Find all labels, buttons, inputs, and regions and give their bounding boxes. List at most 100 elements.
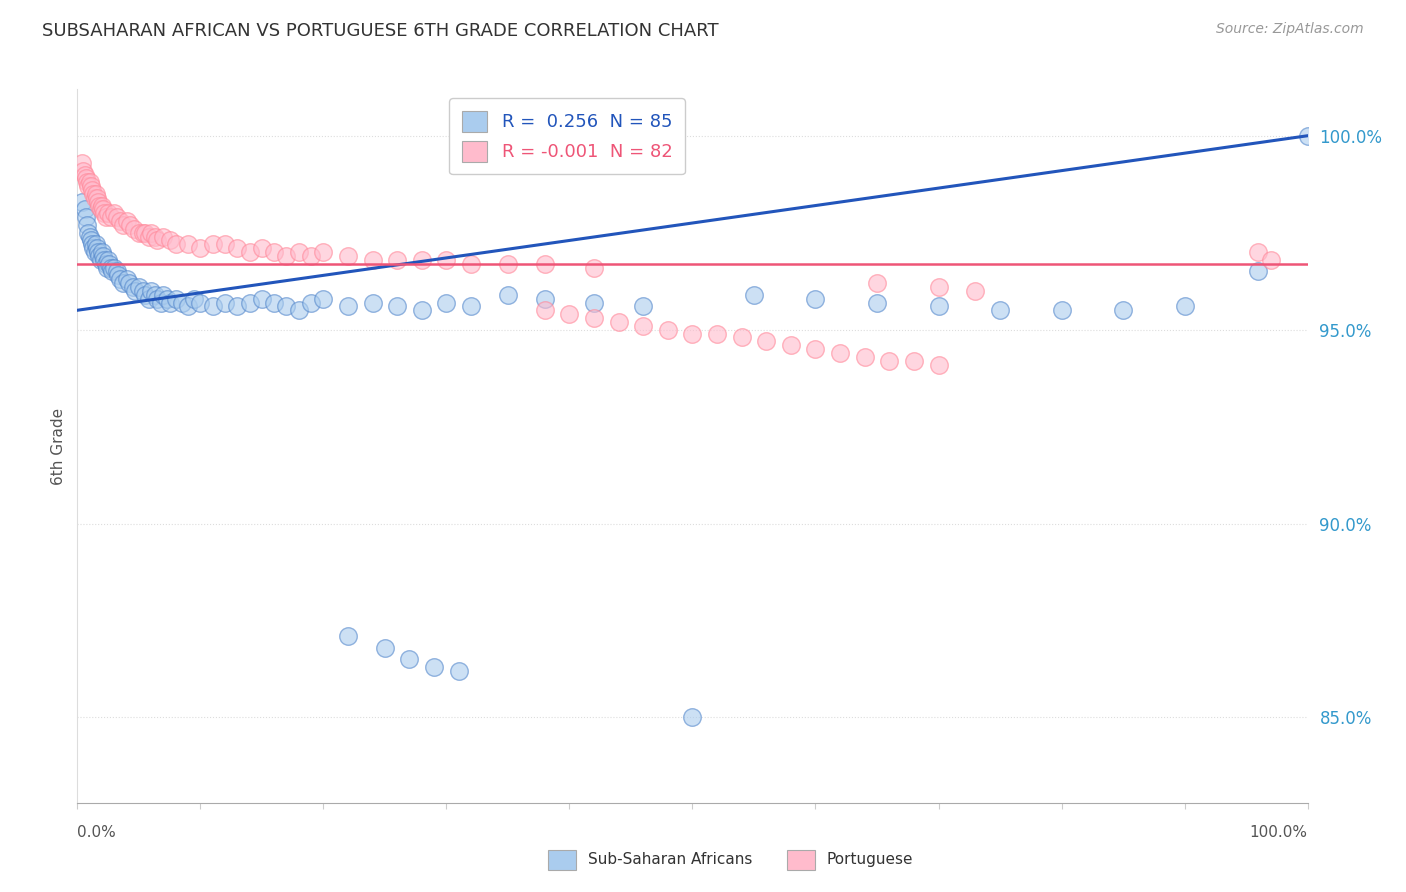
Point (84, 237, 107, 252)
Point (361, 252, 384, 267)
Point (312, 292, 335, 306)
Point (75, 171, 97, 186)
Point (101, 264, 124, 278)
Point (177, 299, 200, 313)
Point (583, 260, 606, 275)
Point (250, 292, 273, 306)
Point (312, 245, 335, 260)
Point (159, 234, 181, 248)
Point (239, 245, 262, 260)
Point (118, 276, 141, 290)
Point (96, 260, 118, 275)
Point (755, 334, 778, 349)
Point (128, 280, 150, 294)
Point (361, 295, 384, 310)
Point (122, 222, 145, 236)
Text: SUBSAHARAN AFRICAN VS PORTUGUESE 6TH GRADE CORRELATION CHART: SUBSAHARAN AFRICAN VS PORTUGUESE 6TH GRA… (42, 22, 718, 40)
Point (214, 237, 236, 252)
Point (385, 252, 409, 267)
Point (1296, 128, 1319, 143)
Point (156, 292, 179, 306)
Point (411, 252, 433, 267)
Point (73, 202, 96, 217)
Point (965, 284, 987, 298)
Point (583, 295, 606, 310)
Text: 100.0%: 100.0% (1250, 825, 1308, 840)
Point (72, 163, 94, 178)
Point (90, 252, 112, 267)
Point (903, 353, 925, 368)
Point (110, 214, 132, 228)
Point (90, 202, 112, 217)
Point (128, 226, 150, 240)
Point (131, 284, 153, 298)
Point (70, 194, 93, 209)
Point (188, 295, 212, 310)
Point (1247, 245, 1270, 260)
Point (201, 299, 224, 313)
Point (138, 229, 160, 244)
Point (89, 249, 111, 263)
Point (201, 237, 224, 252)
Point (105, 264, 128, 278)
Point (928, 280, 950, 294)
Point (83, 191, 105, 205)
Point (804, 292, 827, 306)
Point (928, 299, 950, 313)
Point (1050, 303, 1073, 318)
Point (103, 260, 125, 275)
Point (98, 257, 121, 271)
Point (780, 338, 803, 352)
Point (115, 272, 138, 286)
Point (928, 358, 950, 372)
Point (86, 241, 108, 255)
Point (134, 287, 156, 301)
Point (111, 218, 134, 232)
Y-axis label: 6th Grade: 6th Grade (51, 408, 66, 484)
Point (226, 299, 249, 313)
Point (188, 241, 212, 255)
Point (288, 303, 311, 318)
Point (77, 179, 100, 194)
Point (76, 175, 98, 189)
Point (82, 241, 104, 255)
Point (299, 295, 322, 310)
Point (77, 226, 100, 240)
Point (91, 249, 114, 263)
Point (90, 245, 114, 260)
Point (87, 194, 110, 209)
Point (138, 292, 160, 306)
Point (87, 245, 110, 260)
Point (94, 210, 117, 224)
Point (988, 303, 1011, 318)
Point (93, 252, 115, 267)
Point (146, 292, 169, 306)
Text: Source: ZipAtlas.com: Source: ZipAtlas.com (1216, 22, 1364, 37)
Point (152, 287, 174, 301)
Point (583, 311, 606, 326)
Point (80, 179, 103, 194)
Point (299, 249, 322, 263)
Point (436, 252, 458, 267)
Point (83, 245, 105, 260)
Point (411, 303, 433, 318)
Point (91, 202, 114, 217)
Point (633, 318, 655, 333)
Point (657, 323, 679, 337)
Point (76, 218, 98, 232)
Point (607, 315, 630, 329)
Point (82, 183, 104, 197)
Point (263, 245, 285, 260)
Point (100, 260, 122, 275)
Point (866, 295, 889, 310)
Point (120, 218, 142, 232)
Point (276, 299, 298, 313)
Point (79, 229, 101, 244)
Point (93, 206, 115, 220)
Point (121, 280, 143, 294)
Point (73, 168, 96, 182)
Point (124, 284, 146, 298)
Point (143, 287, 166, 301)
Text: Sub-Saharan Africans: Sub-Saharan Africans (588, 853, 752, 867)
Point (731, 330, 754, 344)
